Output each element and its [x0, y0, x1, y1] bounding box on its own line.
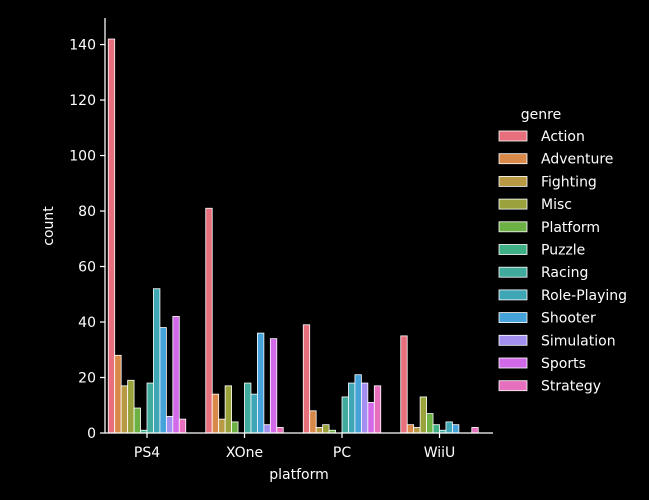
- legend-label: Adventure: [541, 152, 613, 168]
- bar-adventure-pc: [309, 410, 317, 434]
- legend-swatch: [498, 130, 528, 142]
- bar-simulation-pc: [360, 382, 369, 434]
- bar-adventure-xone: [211, 393, 220, 434]
- bar-strategy-xone: [276, 427, 284, 434]
- y-axis: 0 20 40 60 80 100 120 140: [69, 18, 106, 442]
- bar-misc-ps4: [127, 379, 135, 434]
- y-tick-label: 80: [78, 204, 96, 220]
- legend-swatch: [498, 153, 528, 165]
- bar-misc-pc: [322, 424, 330, 434]
- y-tick-label: 20: [78, 371, 96, 387]
- bar-fighting-wiiu: [413, 427, 421, 434]
- bar-puzzle-wiiu: [432, 424, 440, 434]
- legend-label: Platform: [541, 220, 600, 236]
- x-tick-label: WiiU: [424, 445, 456, 461]
- x-tick-label: PS4: [134, 445, 160, 461]
- x-axis: PS4 XOne PC WiiU: [105, 432, 493, 461]
- y-tick-label: 140: [69, 38, 96, 54]
- bar-racing-pc: [341, 396, 349, 434]
- legend-label: Fighting: [541, 174, 597, 190]
- legend-label: Strategy: [541, 379, 601, 395]
- legend-swatch: [498, 357, 528, 369]
- legend-swatch: [498, 266, 528, 278]
- x-tick-label: PC: [333, 445, 351, 461]
- bar-simulation-xone: [263, 424, 271, 434]
- bar-fighting-pc: [315, 427, 324, 434]
- legend-swatch: [498, 175, 528, 187]
- bar-shooter-wiiu: [452, 424, 460, 434]
- bar-racing-ps4: [146, 382, 154, 434]
- bar-shooter-ps4: [159, 327, 167, 434]
- x-axis-label: platform: [269, 467, 329, 483]
- y-tick-label: 60: [78, 260, 96, 276]
- legend-label: Racing: [541, 265, 588, 281]
- bar-role-playing-wiiu: [445, 421, 453, 434]
- bar-racing-xone: [244, 382, 252, 434]
- legend-label: Simulation: [541, 333, 616, 349]
- bar-misc-wiiu: [419, 396, 427, 434]
- bar-action-pc: [302, 324, 311, 434]
- bar-adventure-ps4: [114, 354, 122, 434]
- legend-swatch: [498, 380, 528, 392]
- y-tick-label: 0: [87, 426, 96, 442]
- legend-swatch: [498, 289, 528, 301]
- bar-simulation-ps4: [165, 415, 174, 434]
- bar-adventure-wiiu: [406, 424, 415, 434]
- bar-role-playing-ps4: [153, 288, 161, 434]
- legend-label: Sports: [541, 356, 586, 372]
- bar-sports-pc: [367, 402, 375, 434]
- bar-strategy-wiiu: [471, 427, 479, 434]
- legend-swatch: [498, 244, 528, 255]
- bar-platform-ps4: [133, 407, 141, 434]
- bar-shooter-xone: [257, 332, 265, 434]
- y-axis-label: count: [41, 206, 57, 246]
- legend-swatch: [498, 312, 528, 324]
- y-tick-label: 40: [78, 315, 96, 331]
- x-tick-label: XOne: [226, 445, 263, 461]
- legend-swatch: [498, 198, 528, 210]
- bar-fighting-ps4: [120, 385, 129, 434]
- bar-role-playing-xone: [250, 393, 258, 434]
- bars-group: [107, 38, 479, 434]
- bar-role-playing-pc: [348, 382, 356, 434]
- bar-platform-xone: [231, 421, 239, 434]
- legend-label: Role-Playing: [541, 288, 627, 304]
- y-tick-label: 100: [69, 149, 96, 165]
- legend-label: Shooter: [541, 311, 596, 327]
- legend-label: Misc: [541, 197, 572, 213]
- bar-misc-xone: [224, 385, 232, 434]
- legend-label: Puzzle: [541, 243, 585, 259]
- legend-title: genre: [521, 107, 561, 123]
- bar-strategy-pc: [373, 385, 382, 434]
- bar-platform-wiiu: [426, 413, 434, 434]
- legend-label: Action: [541, 129, 585, 145]
- y-tick-label: 120: [69, 93, 96, 109]
- bar-action-xone: [205, 207, 213, 434]
- bar-sports-ps4: [172, 316, 180, 434]
- bar-shooter-pc: [354, 374, 362, 434]
- bar-strategy-ps4: [178, 418, 187, 434]
- legend: genre Action Adventure Fighting Misc Platfor…: [498, 107, 627, 395]
- bar-action-wiiu: [400, 335, 408, 434]
- legend-swatch: [498, 334, 528, 346]
- bar-sports-xone: [269, 338, 278, 434]
- bar-action-ps4: [107, 38, 116, 434]
- bar-fighting-xone: [218, 418, 226, 434]
- legend-swatch: [498, 221, 528, 233]
